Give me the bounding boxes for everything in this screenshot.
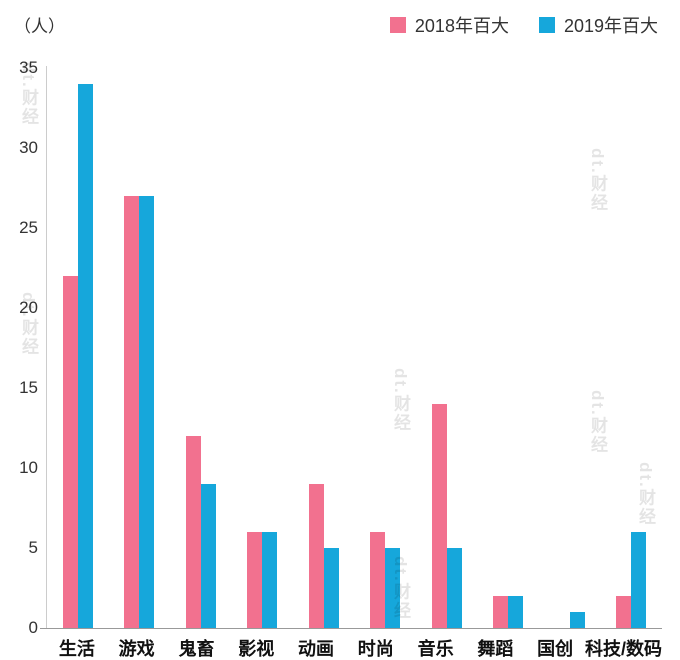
bar	[508, 596, 524, 628]
bar	[385, 548, 401, 628]
legend-swatch-icon	[389, 17, 406, 33]
legend-label: 2018年百大	[414, 16, 509, 36]
y-tick-label: 15	[19, 378, 38, 397]
y-tick-label: 5	[28, 538, 38, 557]
y-axis-line	[46, 66, 47, 629]
legend-item: 2018年百大	[389, 12, 509, 38]
bar-group	[232, 532, 294, 628]
x-axis-label: 游戏	[118, 639, 155, 659]
legend-label: 2019年百大	[563, 16, 658, 36]
bar	[124, 196, 140, 628]
bar	[308, 484, 324, 628]
y-tick-label: 20	[19, 298, 38, 317]
x-axis-label: 音乐	[417, 639, 454, 659]
bar	[631, 532, 647, 628]
x-axis-line	[40, 628, 662, 629]
bar	[616, 596, 632, 628]
bar	[370, 532, 386, 628]
x-axis-label: 舞蹈	[477, 639, 514, 659]
bar	[446, 548, 462, 628]
x-axis-label: 动画	[298, 639, 335, 659]
bar-group	[170, 436, 232, 628]
bar	[200, 484, 216, 628]
bar-group	[47, 84, 109, 628]
y-tick-label: 10	[19, 458, 38, 477]
bar	[247, 532, 263, 628]
x-axis-label: 鬼畜	[178, 639, 215, 659]
y-tick-label: 0	[28, 618, 38, 637]
legend: 2018年百大 2019年百大	[389, 12, 658, 38]
y-tick-label: 25	[19, 218, 38, 237]
legend-swatch-icon	[538, 17, 555, 33]
bar	[569, 612, 585, 628]
y-tick-label: 30	[19, 138, 38, 157]
bar	[493, 596, 509, 628]
x-axis-label: 时尚	[357, 639, 394, 659]
x-axis-labels: 生活 游戏 鬼畜 影视 动画 时尚 音乐 舞蹈 国创 科技/数码	[47, 635, 662, 660]
bar	[139, 196, 155, 628]
bar	[262, 532, 278, 628]
bar-group	[293, 484, 355, 628]
bar-group	[601, 532, 663, 628]
x-axis-label: 生活	[58, 639, 95, 659]
bar-group	[416, 404, 478, 628]
bar	[185, 436, 201, 628]
x-axis-label: 影视	[238, 639, 275, 659]
x-axis-label: 科技/数码	[585, 639, 663, 659]
bar	[323, 548, 339, 628]
bar-group	[539, 612, 601, 628]
x-axis-label: 国创	[537, 639, 574, 659]
bar-group	[355, 532, 417, 628]
legend-item: 2019年百大	[538, 12, 658, 38]
bar	[62, 276, 78, 628]
bar	[431, 404, 447, 628]
bar-group	[478, 596, 540, 628]
bar	[77, 84, 93, 628]
bar-group	[109, 196, 171, 628]
bars-container	[47, 68, 662, 628]
y-axis-unit-label: （人）	[14, 17, 65, 36]
y-tick-label: 35	[19, 58, 38, 77]
